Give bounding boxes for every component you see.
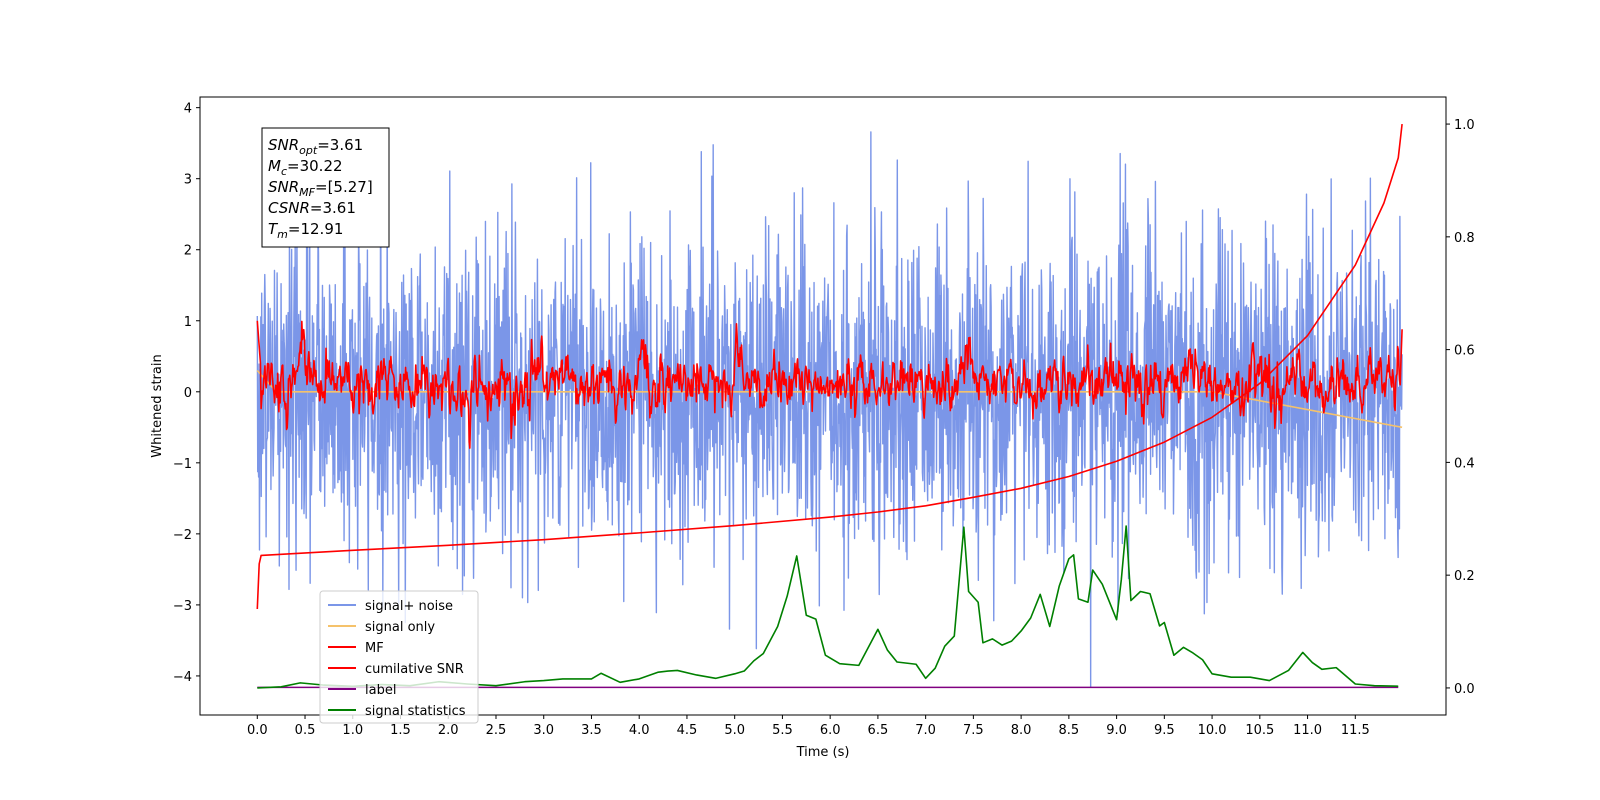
x-tick-label: 4.0 — [629, 723, 650, 738]
ticks-layer: 0.0 0.5 1.0 1.5 2.0 2.5 3.0 3.5 4.0 4.5 5.0 5.5 6.0 6… — [173, 102, 1475, 738]
y-tick-label: 2 — [184, 244, 192, 259]
x-tick-label: 10.0 — [1198, 723, 1227, 738]
annotation-line: CSNR=3.61 — [268, 199, 356, 217]
x-tick-label: 1.0 — [342, 723, 363, 738]
y-tick-label: −4 — [173, 670, 192, 685]
x-tick-label: 2.0 — [438, 723, 459, 738]
x-tick-label: 1.5 — [390, 723, 411, 738]
annotation-line: Mc=30.22 — [268, 157, 343, 178]
y-tick-label: −1 — [173, 457, 192, 472]
y-tick-label: 4 — [184, 102, 192, 117]
x-tick-label: 0.5 — [295, 723, 316, 738]
x-tick-label: 7.0 — [915, 723, 936, 738]
x-tick-label: 11.5 — [1341, 723, 1370, 738]
x-tick-label: 10.5 — [1245, 723, 1274, 738]
x-tick-label: 0.0 — [247, 723, 268, 738]
plot-area-frame — [199, 96, 1447, 716]
x-tick-label: 4.5 — [677, 723, 698, 738]
x-tick-label: 3.0 — [533, 723, 554, 738]
annotation-line: Tm=12.91 — [268, 220, 343, 241]
annotation-line: SNRopt=3.61 — [268, 136, 363, 157]
x-tick-label: 8.0 — [1011, 723, 1032, 738]
x-tick-label: 8.5 — [1059, 723, 1080, 738]
y2-tick-label: 0.2 — [1454, 569, 1475, 584]
y-tick-label: −3 — [173, 599, 192, 614]
series-line-signal-statistics — [257, 525, 1399, 689]
x-tick-label: 3.5 — [581, 723, 602, 738]
legend-label-mf: MF — [365, 641, 384, 656]
legend-label-signal-only: signal only — [365, 620, 435, 635]
y2-tick-label: 0.8 — [1454, 231, 1475, 246]
x-tick-label: 9.0 — [1106, 723, 1127, 738]
series-line-cumilative-snr — [256, 123, 1403, 610]
x-tick-label: 5.0 — [724, 723, 745, 738]
y-axis-label: Whitened strain — [150, 354, 165, 457]
series-line-mf — [256, 320, 1403, 449]
y-tick-label: 3 — [184, 173, 192, 188]
x-axis-label: Time (s) — [796, 745, 850, 760]
y-tick-label: −2 — [173, 528, 192, 543]
legend: signal+ noise signal only MF cumilative SNR… — [319, 590, 479, 724]
x-tick-label: 5.5 — [772, 723, 793, 738]
legend-label-signal-statistics: signal statistics — [365, 704, 466, 719]
y2-tick-label: 0.0 — [1454, 682, 1475, 697]
y-tick-label: 1 — [184, 315, 192, 330]
annotation-box-frame — [261, 127, 390, 248]
x-tick-label: 9.5 — [1154, 723, 1175, 738]
x-tick-label: 11.0 — [1293, 723, 1322, 738]
y2-tick-label: 1.0 — [1454, 118, 1475, 133]
legend-label-signal-noise: signal+ noise — [365, 599, 453, 614]
x-tick-label: 7.5 — [963, 723, 984, 738]
legend-label-label: label — [365, 683, 396, 698]
legend-frame — [319, 590, 479, 724]
legend-label-cumilative-snr: cumilative SNR — [365, 662, 464, 677]
x-tick-label: 6.0 — [820, 723, 841, 738]
y2-tick-label: 0.4 — [1454, 456, 1475, 471]
x-tick-label: 2.5 — [486, 723, 507, 738]
y2-tick-label: 0.6 — [1454, 344, 1475, 359]
series-layer — [256, 123, 1403, 689]
annotation-box: SNRopt=3.61Mc=30.22SNRMF=[5.27]CSNR=3.61… — [261, 127, 390, 248]
y-tick-label: 0 — [184, 386, 192, 401]
x-tick-label: 6.5 — [868, 723, 889, 738]
annotation-line: SNRMF=[5.27] — [268, 178, 373, 199]
